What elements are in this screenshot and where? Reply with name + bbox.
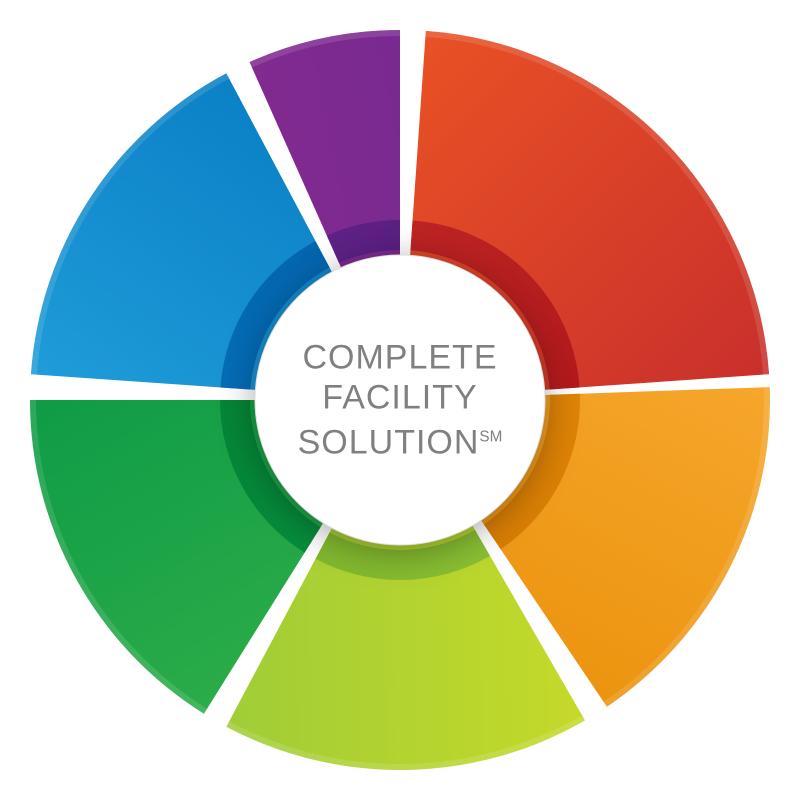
facility-solution-diagram: COMPLETE FACILITY SOLUTIONSM	[0, 0, 800, 800]
trademark: SM	[479, 428, 502, 445]
title-line-2: FACILITY	[298, 377, 503, 417]
center-title: COMPLETE FACILITY SOLUTIONSM	[298, 337, 503, 462]
title-line-3: SOLUTIONSM	[298, 417, 503, 462]
title-line-1: COMPLETE	[298, 337, 503, 377]
